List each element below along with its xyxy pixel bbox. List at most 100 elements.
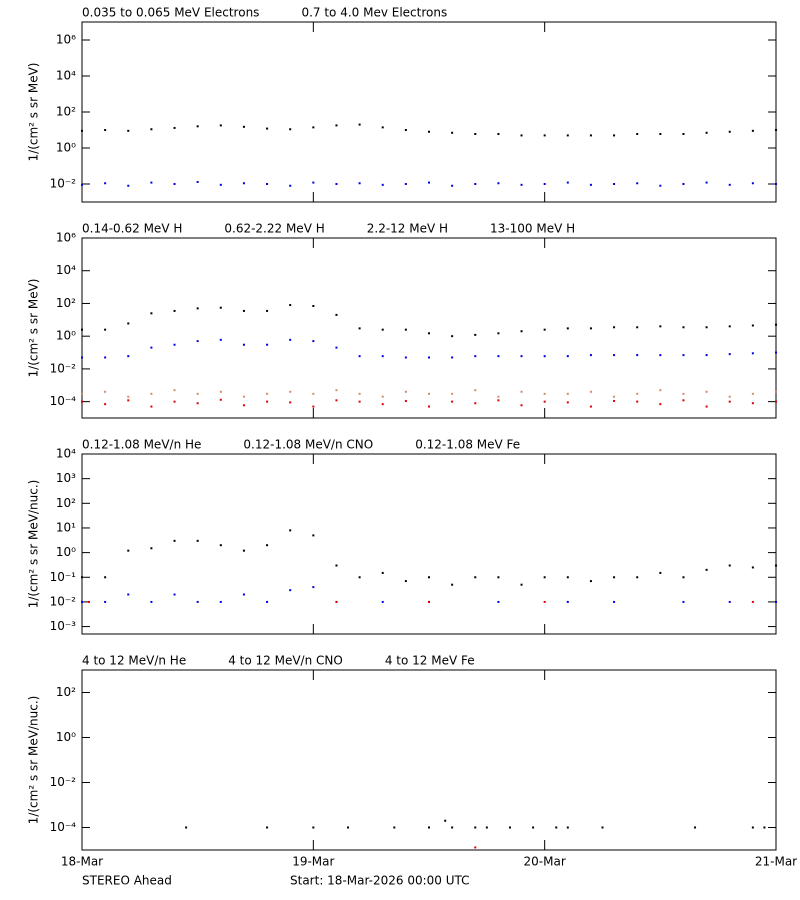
data-point (266, 309, 269, 312)
data-point (659, 325, 662, 328)
data-point (150, 346, 153, 349)
data-point (543, 400, 546, 403)
y-tick-label: 10² (56, 105, 76, 119)
data-point (775, 351, 777, 354)
data-point (347, 826, 350, 829)
data-point (613, 326, 616, 329)
data-point (335, 183, 338, 185)
data-point (520, 583, 523, 586)
y-tick-label: 10¹ (56, 520, 76, 534)
data-point (566, 576, 569, 579)
legend-entry: 0.12-1.08 MeV/n CNO (243, 438, 373, 452)
data-point (659, 403, 662, 406)
data-point (335, 389, 338, 392)
y-tick-label: 10³ (56, 471, 76, 485)
data-point (81, 356, 83, 359)
data-point (289, 304, 292, 307)
data-point (451, 335, 454, 338)
data-point (266, 392, 269, 395)
data-point (589, 580, 592, 583)
data-point (705, 131, 708, 134)
data-point (566, 355, 569, 358)
data-point (659, 389, 662, 392)
data-point (728, 600, 731, 603)
data-point (404, 129, 407, 131)
data-point (81, 328, 83, 331)
data-point (428, 392, 430, 395)
data-point (104, 576, 107, 579)
data-point (150, 547, 153, 550)
data-point (127, 322, 130, 325)
data-point (358, 355, 361, 358)
data-point (775, 183, 777, 185)
data-point (428, 826, 430, 829)
data-point (613, 600, 616, 603)
y-tick-label: 10⁻² (50, 361, 77, 375)
plot-frame (81, 669, 777, 851)
data-point (751, 182, 754, 185)
data-point (728, 325, 731, 328)
data-point (81, 400, 83, 403)
data-point (694, 826, 697, 829)
data-point (474, 576, 477, 579)
data-point (751, 392, 754, 395)
data-point (242, 125, 245, 128)
legend-entry: 0.62-2.22 MeV H (224, 222, 324, 236)
data-point (404, 390, 407, 393)
data-point (381, 328, 384, 331)
data-point (335, 399, 338, 402)
data-point (497, 182, 500, 185)
data-point (451, 356, 454, 359)
data-point (497, 399, 500, 402)
data-point (474, 183, 477, 185)
data-point (185, 826, 188, 829)
data-point (751, 566, 754, 569)
legend-entry: 2.2-12 MeV H (367, 222, 448, 236)
data-point (266, 400, 269, 403)
data-point (474, 402, 477, 405)
data-point (219, 124, 222, 127)
y-tick-label: 10² (56, 296, 76, 310)
legend-entry: 0.12-1.08 MeV/n He (82, 438, 201, 452)
data-point (242, 343, 245, 346)
data-point (173, 593, 176, 596)
data-point (127, 549, 130, 552)
data-point (451, 826, 454, 829)
data-point (266, 343, 269, 346)
data-point (566, 600, 569, 603)
y-tick-label: 10⁶ (56, 231, 76, 245)
data-point (659, 184, 662, 187)
data-point (289, 401, 292, 404)
y-tick-label: 10² (56, 685, 76, 699)
data-point (266, 600, 269, 603)
data-point (81, 392, 83, 395)
data-point (219, 544, 222, 547)
data-point (150, 600, 153, 603)
data-point (705, 405, 708, 408)
data-point (266, 544, 269, 547)
data-point (428, 181, 430, 184)
data-point (728, 395, 731, 398)
legend-entry: 4 to 12 MeV/n CNO (228, 654, 343, 668)
data-point (636, 400, 639, 403)
data-point (566, 134, 569, 137)
data-point (543, 183, 546, 185)
data-point (659, 571, 662, 574)
data-point (196, 539, 199, 542)
data-point (497, 355, 500, 358)
data-point (728, 400, 731, 403)
data-point (636, 354, 639, 357)
data-point (444, 819, 447, 822)
data-point (381, 571, 384, 574)
data-point (127, 129, 130, 132)
legend-entry: 0.12-1.08 MeV Fe (415, 438, 520, 452)
data-point (566, 826, 569, 829)
data-point (659, 132, 662, 135)
data-point (81, 183, 83, 186)
data-point (775, 600, 777, 603)
data-point (104, 129, 107, 131)
y-tick-label: 10⁴ (56, 263, 76, 277)
data-point (81, 129, 83, 132)
data-point (242, 404, 245, 407)
